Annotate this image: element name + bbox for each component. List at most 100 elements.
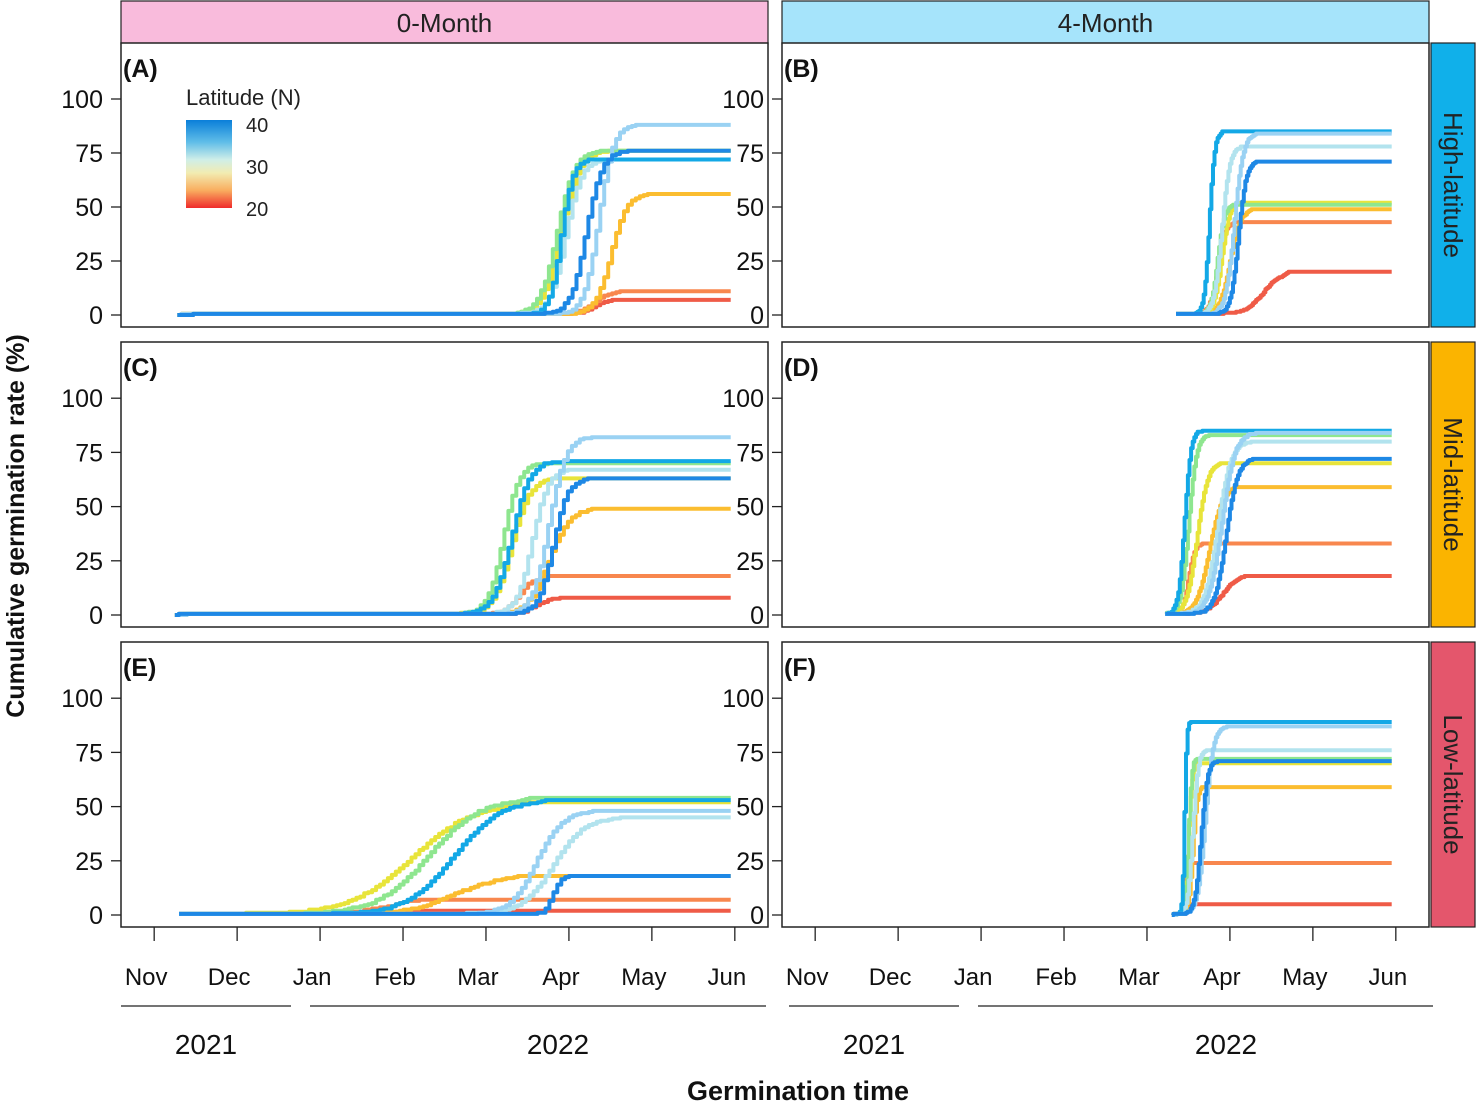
row-strip-mid-latitude: [1430, 341, 1476, 628]
x-tick-label: Mar: [457, 964, 498, 991]
series-line-lat-40a: [179, 874, 731, 916]
column-strip-0-month: [120, 0, 769, 45]
y-tick-label: 25: [75, 848, 103, 876]
series-line-lat-40a: [1164, 456, 1393, 616]
x-tick-label: Jun: [707, 964, 746, 991]
panel-label: (F): [784, 654, 816, 682]
y-tick-label: 25: [736, 248, 764, 276]
x-tick-label: Feb: [1035, 964, 1076, 991]
series-group: [174, 435, 731, 617]
panel-label: (B): [784, 55, 819, 83]
panel-label: (E): [123, 654, 156, 682]
x-tick-label: Mar: [1118, 964, 1159, 991]
y-tick-label: 75: [736, 739, 764, 767]
panel-3: 0 25 50 75 100 (D): [722, 341, 1430, 630]
y-tick-label: 0: [750, 602, 764, 630]
series-line-lat-31: [179, 800, 731, 916]
panel-frame: [781, 341, 1430, 628]
series-line-lat-40a: [177, 148, 731, 317]
series-line-lat-33: [1171, 756, 1393, 917]
series-line-lat-27: [1164, 485, 1393, 616]
series-group: [1171, 720, 1393, 917]
series-line-lat-39: [1164, 430, 1393, 616]
y-tick-label: 50: [75, 794, 103, 822]
y-tick-label: 100: [722, 385, 764, 413]
panel-4: 0 25 50 75 100 (E) Nov Dec Jan Feb Mar Apr May Jun: [61, 641, 769, 991]
y-tick-label: 100: [61, 385, 103, 413]
y-tick-label: 100: [61, 685, 103, 713]
year-label-2022-right: 2022: [1195, 1029, 1257, 1060]
y-tick-label: 25: [736, 548, 764, 576]
panels-layer: 0255075100(A)0255075100(B)0255075100(C)0…: [61, 42, 1430, 991]
series-line-lat-38: [1175, 129, 1393, 316]
x-tick-label: May: [621, 964, 666, 991]
series-line-lat-40a: [174, 476, 731, 617]
row-strip-low-latitude: [1430, 641, 1476, 928]
y-tick-label: 25: [75, 248, 103, 276]
y-tick-label: 100: [61, 86, 103, 114]
year-label-2021-left: 2021: [175, 1029, 237, 1060]
y-tick-label: 75: [736, 439, 764, 467]
y-tick-label: 25: [75, 548, 103, 576]
y-tick-label: 100: [722, 685, 764, 713]
y-tick-label: 0: [89, 602, 103, 630]
column-strip-label-4-month: 4-Month: [1058, 8, 1153, 38]
y-axis-title: Cumulative germination rate (%): [2, 334, 30, 717]
series-line-lat-33: [1164, 433, 1393, 616]
y-tick-label: 75: [75, 140, 103, 168]
series-group: [177, 122, 731, 317]
y-tick-label: 0: [89, 902, 103, 930]
panel-frame: [781, 42, 1430, 328]
row-strip-high-latitude: [1430, 42, 1476, 328]
legend: Latitude (N) 40 30 20: [186, 85, 301, 221]
y-tick-label: 0: [750, 302, 764, 330]
series-line-lat-39: [1171, 724, 1393, 917]
y-tick-label: 50: [736, 194, 764, 222]
series-line-lat-40a: [1175, 159, 1393, 316]
y-tick-label: 50: [736, 494, 764, 522]
row-strip-label-high-latitude: High-latitude: [1438, 112, 1468, 258]
series-line-lat-38: [1164, 428, 1393, 616]
year-label-2022-left: 2022: [527, 1029, 589, 1060]
legend-tick-30: 30: [246, 157, 268, 179]
panel-frame: [781, 641, 1430, 928]
series-line-lat-39: [1175, 131, 1393, 316]
legend-title: Latitude (N): [186, 85, 301, 110]
panel-5: 0 25 50 75 100 (F) Nov Dec Jan Feb Mar Apr May Jun: [722, 641, 1430, 991]
x-tick-label: Apr: [542, 964, 579, 991]
y-tick-label: 100: [722, 86, 764, 114]
y-tick-label: 0: [89, 302, 103, 330]
series-group: [179, 795, 731, 916]
x-tick-label: Apr: [1203, 964, 1240, 991]
y-tick-label: 50: [736, 794, 764, 822]
x-tick-label: Nov: [125, 964, 168, 991]
series-line-lat-36: [1171, 748, 1393, 917]
year-label-2021-right: 2021: [843, 1029, 905, 1060]
column-strip-label-0-month: 0-Month: [397, 8, 492, 38]
x-tick-label: Jan: [954, 964, 993, 991]
series-line-lat-40a: [1171, 759, 1393, 917]
legend-colorbar: [186, 120, 232, 208]
legend-tick-20: 20: [246, 199, 268, 221]
y-tick-label: 25: [736, 848, 764, 876]
row-strip-label-mid-latitude: Mid-latitude: [1438, 417, 1468, 551]
legend-tick-40: 40: [246, 115, 268, 137]
series-group: [1175, 129, 1393, 316]
panel-frame: [120, 641, 769, 928]
x-tick-label: Nov: [786, 964, 829, 991]
x-axis-title: Germination time: [687, 1076, 909, 1106]
panel-label: (D): [784, 354, 819, 382]
y-tick-label: 0: [750, 902, 764, 930]
panel-2: 0 25 50 75 100 (C): [61, 341, 769, 630]
series-line-lat-36: [1175, 144, 1393, 316]
panel-frame: [120, 341, 769, 628]
x-tick-label: Jan: [293, 964, 332, 991]
x-tick-label: Feb: [374, 964, 415, 991]
panel-label: (A): [123, 55, 158, 83]
x-tick-label: May: [1282, 964, 1327, 991]
series-line-lat-31: [1164, 461, 1393, 616]
series-line-lat-38: [1171, 720, 1393, 917]
panel-label: (C): [123, 354, 158, 382]
y-tick-label: 50: [75, 494, 103, 522]
